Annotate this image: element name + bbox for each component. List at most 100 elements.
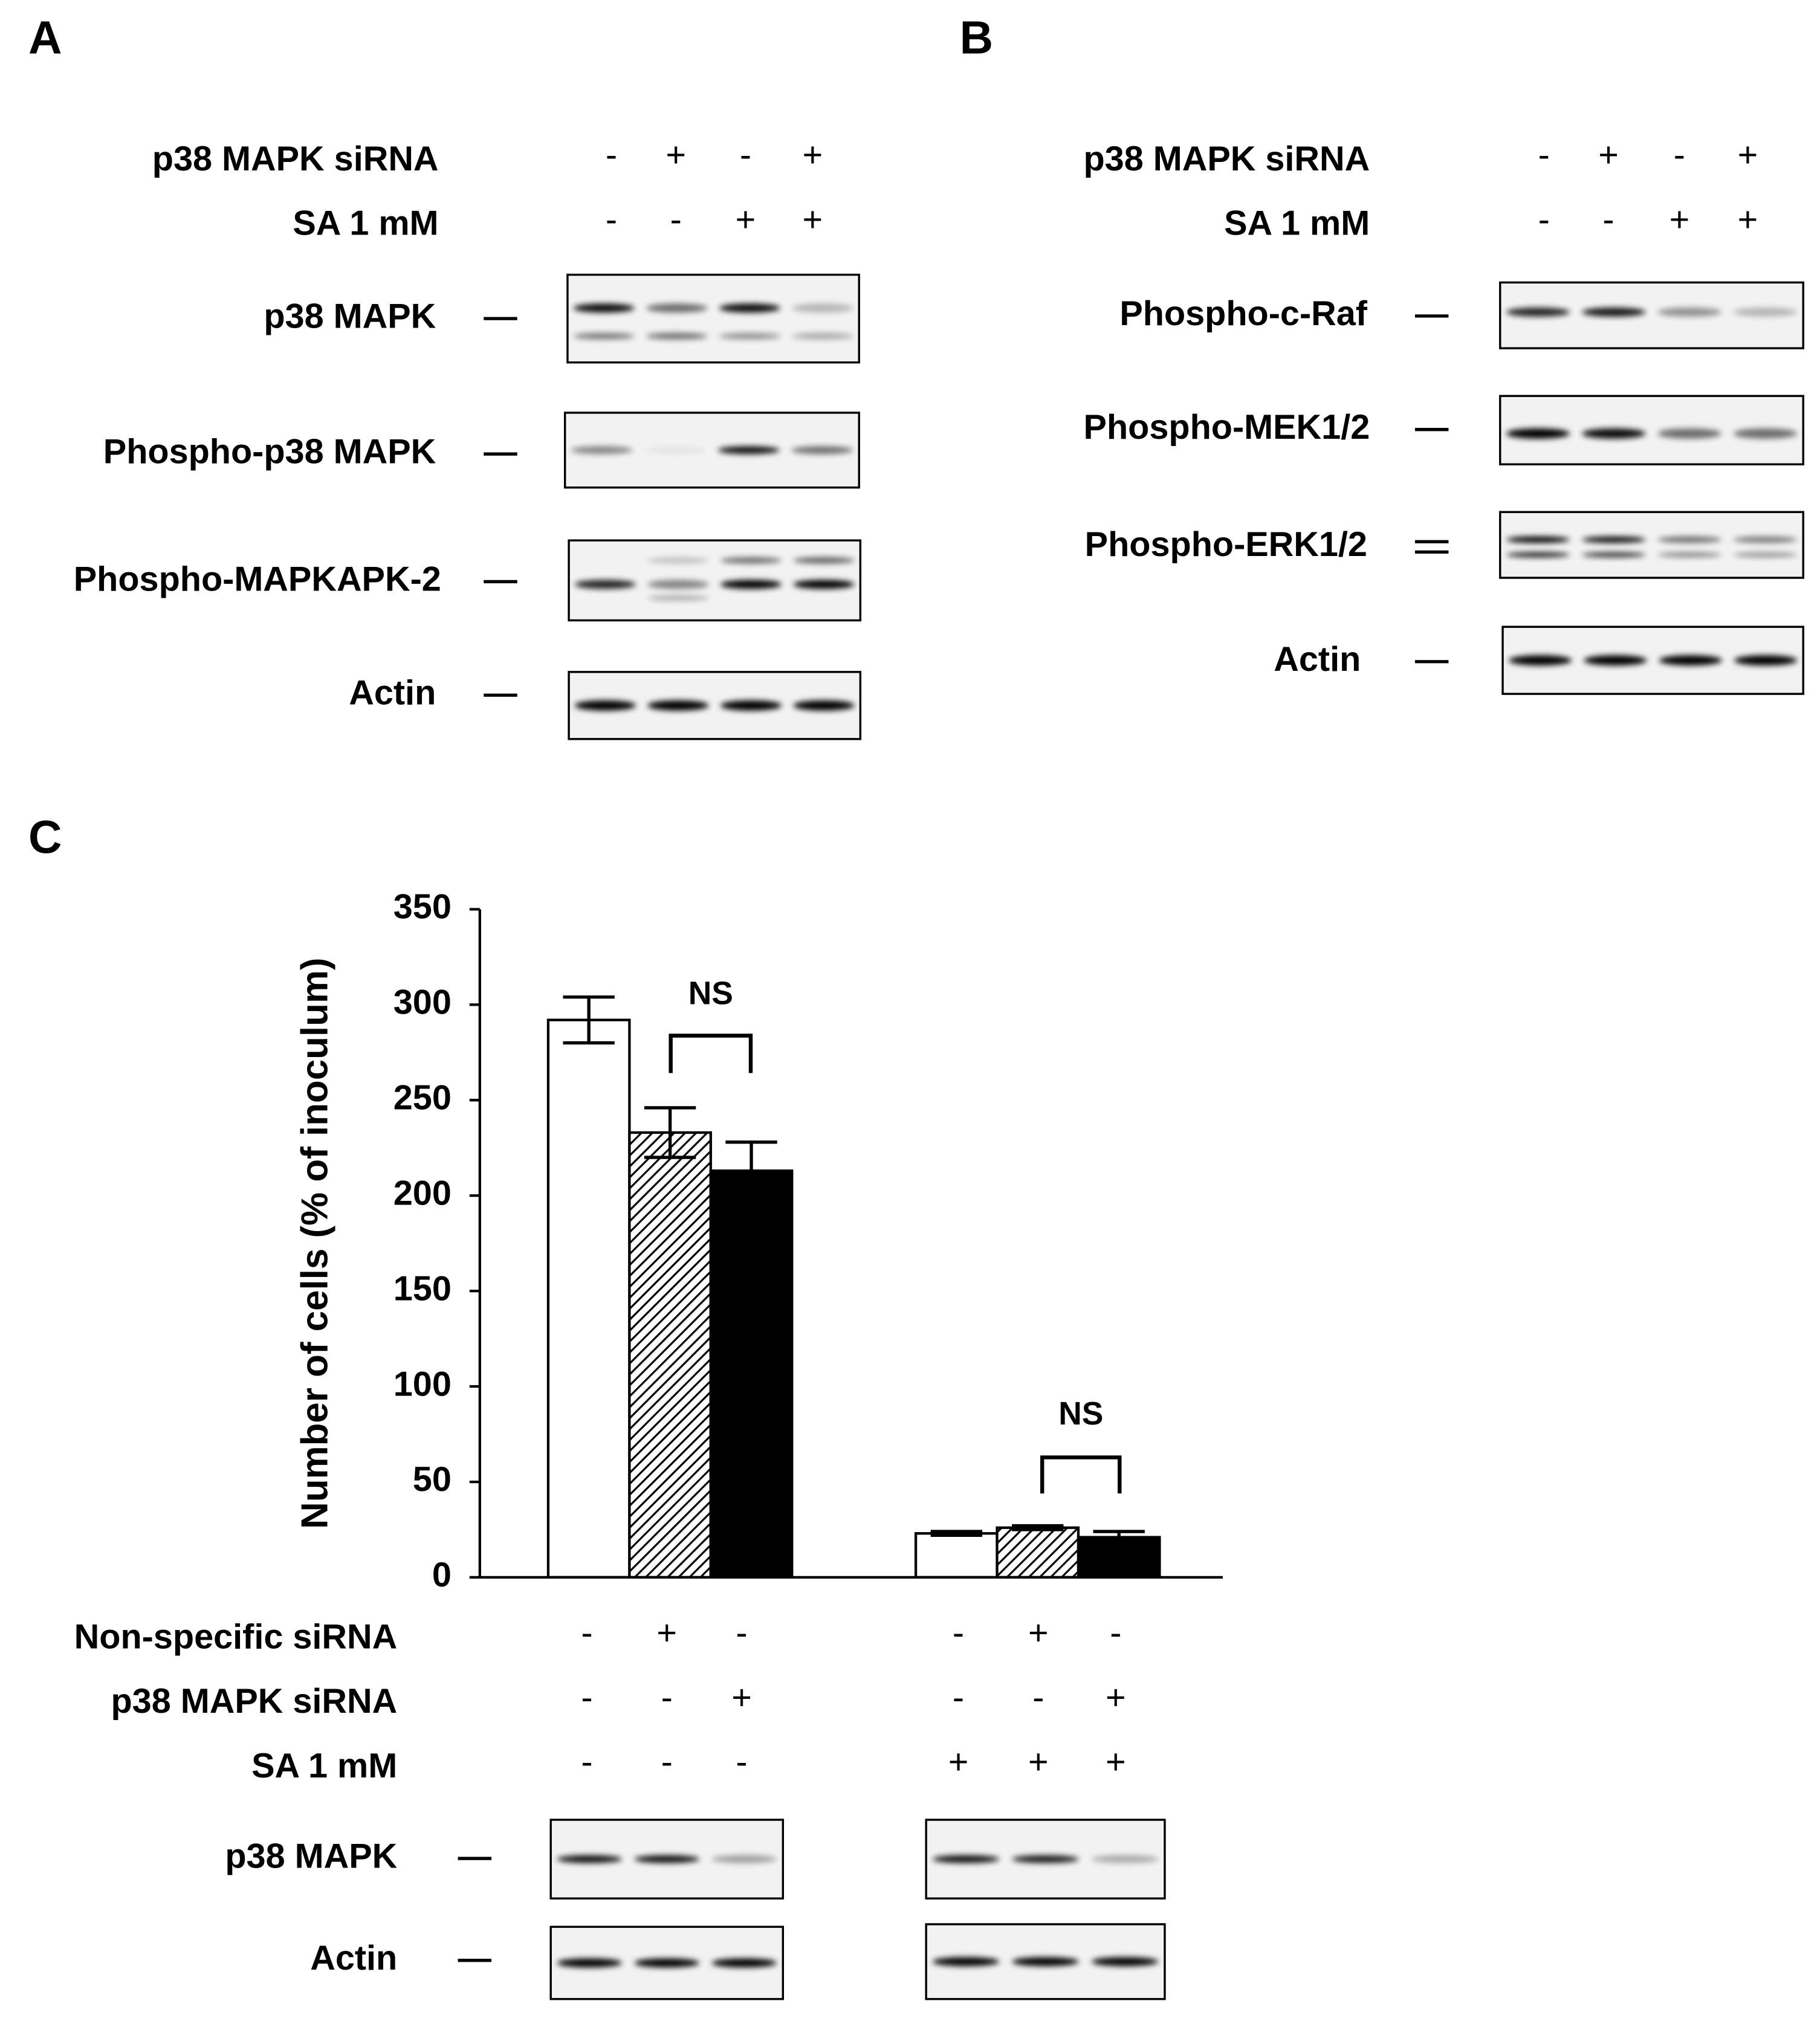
condition-sign: + [803,136,823,175]
band [573,332,635,340]
condition-sign: + [1738,200,1758,239]
blot-label: p38 MAPK [264,297,436,335]
blot-label: Phospho-c-Raf [1119,294,1367,333]
y-tick-label: 250 [393,1079,452,1117]
bar [546,1018,631,1579]
blot-label: Actin [1274,640,1361,679]
band [1582,307,1646,317]
annotation: NS [1058,1396,1103,1432]
band [574,580,636,589]
band [1012,1957,1079,1967]
blot-frame [566,273,860,364]
band [1582,536,1646,543]
blot-label: Phospho-ERK1/2 [1085,525,1367,564]
condition-sign: - [953,1678,964,1717]
error-bar [930,1530,983,1538]
band [1506,536,1570,543]
band [1657,428,1721,439]
band [646,303,708,313]
band [792,332,853,340]
band [647,595,709,601]
band [1506,552,1570,558]
significance-bracket [669,1033,753,1073]
condition-sign: + [665,136,686,175]
bar [709,1169,794,1579]
band [711,1958,777,1968]
condition-sign: - [581,1743,592,1782]
error-bar [1012,1524,1064,1531]
band [1733,536,1798,543]
blot-label: Phospho-p38 MAPK [103,432,436,471]
condition-sign: - [1110,1614,1121,1652]
condition-sign: + [1669,200,1690,239]
condition-sign: + [1106,1678,1126,1717]
condition-label: Non-specific siRNA [74,1618,398,1657]
condition-sign: + [656,1614,677,1652]
condition-label: p38 MAPK siRNA [1083,140,1370,178]
band [573,303,635,313]
error-bar [1093,1530,1145,1545]
condition-sign: + [1738,136,1758,175]
condition-label: SA 1 mM [1224,204,1370,243]
bar [914,1532,999,1579]
band [1733,307,1798,317]
band [717,446,780,454]
band [1657,307,1721,317]
band [791,446,853,454]
band [574,700,636,711]
condition-sign: - [1538,136,1550,175]
band [1734,655,1798,666]
band [1657,536,1721,543]
error-bar [725,1140,777,1201]
condition-sign: + [1106,1743,1126,1782]
condition-sign: - [606,136,617,175]
condition-sign: - [661,1678,673,1717]
band [1584,655,1647,666]
band [720,700,782,711]
condition-sign: + [1028,1614,1049,1652]
band [1506,307,1570,317]
condition-sign: - [670,200,682,239]
panel-label: B [960,12,993,64]
condition-sign: + [736,200,756,239]
band [647,580,709,589]
band [719,303,780,313]
condition-sign: - [740,136,751,175]
band [932,1855,1000,1863]
condition-label: SA 1 mM [293,204,438,243]
blot-label: Phospho-MEK1/2 [1084,408,1370,447]
band [1733,552,1798,558]
band [1733,428,1798,439]
y-tick-label: 150 [393,1269,452,1308]
bar [996,1526,1080,1579]
condition-sign: - [736,1614,747,1652]
condition-sign: + [803,200,823,239]
blot-label: p38 MAPK [225,1837,397,1875]
blot-label: Actin [310,1939,397,1977]
band [634,1958,700,1968]
y-tick-label: 0 [432,1556,452,1594]
condition-sign: + [948,1743,969,1782]
condition-sign: - [953,1614,964,1652]
y-tick-label: 50 [413,1460,452,1499]
y-axis-label: Number of cells (% of inoculum) [294,957,335,1528]
condition-sign: - [606,200,617,239]
y-tick-label: 200 [393,1174,452,1212]
condition-sign: + [731,1678,752,1717]
band [720,557,782,564]
band [646,332,708,340]
band [1012,1855,1079,1863]
condition-sign: - [1602,200,1614,239]
band [1582,552,1646,558]
condition-sign: - [581,1678,592,1717]
blot-frame [1499,511,1804,579]
condition-sign: - [1538,200,1550,239]
band [1506,428,1570,439]
y-tick-label: 350 [393,888,452,926]
band [557,1958,622,1968]
band [932,1957,1000,1967]
panel-label: C [28,812,62,864]
condition-sign: - [1032,1678,1044,1717]
band [634,1855,700,1863]
condition-sign: + [1598,136,1619,175]
